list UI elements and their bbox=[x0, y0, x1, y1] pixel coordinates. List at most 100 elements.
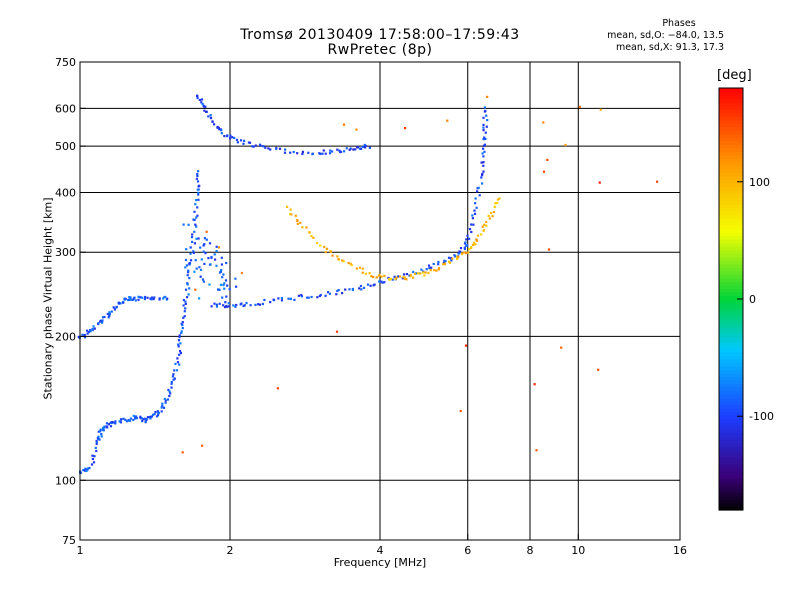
colorbar-band bbox=[719, 267, 743, 272]
data-point bbox=[485, 125, 488, 128]
data-point bbox=[470, 246, 473, 249]
data-point bbox=[481, 182, 484, 185]
colorbar-band bbox=[719, 457, 743, 462]
data-point bbox=[157, 414, 160, 417]
data-point bbox=[383, 274, 386, 277]
chart-subtitle: RwPretec (8p) bbox=[327, 42, 433, 58]
data-point bbox=[360, 288, 363, 291]
colorbar-band bbox=[719, 436, 743, 441]
data-point bbox=[362, 286, 366, 289]
data-point bbox=[97, 430, 100, 433]
data-point bbox=[169, 392, 172, 395]
colorbar-band bbox=[719, 316, 743, 321]
y-tick-label: 200 bbox=[55, 330, 76, 343]
data-point bbox=[184, 266, 187, 269]
data-point bbox=[180, 331, 183, 335]
data-point bbox=[129, 419, 132, 422]
colorbar-band bbox=[719, 218, 743, 223]
data-point bbox=[132, 418, 135, 421]
data-point bbox=[283, 151, 287, 154]
data-point bbox=[306, 296, 309, 299]
data-point bbox=[201, 278, 205, 281]
data-point bbox=[83, 333, 86, 337]
data-point bbox=[480, 176, 483, 179]
colorbar-band bbox=[719, 88, 743, 93]
data-point bbox=[311, 152, 314, 155]
data-point bbox=[117, 301, 120, 304]
data-point bbox=[163, 397, 166, 400]
data-point bbox=[207, 115, 210, 118]
data-point bbox=[391, 278, 394, 281]
data-point bbox=[179, 350, 182, 353]
data-point bbox=[483, 143, 486, 146]
data-point bbox=[361, 145, 364, 148]
data-point bbox=[447, 256, 451, 259]
data-point bbox=[196, 214, 199, 217]
data-point bbox=[482, 116, 485, 119]
data-point bbox=[196, 206, 199, 209]
colorbar-band bbox=[719, 274, 743, 279]
data-point bbox=[88, 466, 91, 470]
data-point bbox=[191, 240, 194, 243]
data-point bbox=[219, 270, 222, 273]
colorbar-band bbox=[719, 488, 743, 494]
data-point bbox=[160, 410, 163, 413]
data-point bbox=[290, 213, 293, 216]
data-point bbox=[187, 271, 190, 274]
data-point bbox=[173, 377, 176, 380]
data-point bbox=[132, 414, 135, 417]
data-point bbox=[239, 139, 243, 142]
colorbar-band bbox=[719, 288, 743, 293]
colorbar-band bbox=[719, 116, 743, 121]
data-point bbox=[98, 438, 101, 441]
data-point bbox=[95, 442, 98, 445]
data-point bbox=[166, 297, 169, 300]
data-point bbox=[427, 264, 431, 267]
data-point bbox=[299, 221, 302, 224]
data-point bbox=[184, 258, 188, 262]
data-point bbox=[354, 148, 357, 151]
data-point bbox=[542, 170, 546, 173]
data-point bbox=[458, 250, 461, 253]
data-point bbox=[200, 258, 203, 261]
data-point bbox=[202, 250, 205, 253]
data-point bbox=[187, 293, 190, 296]
data-point bbox=[143, 298, 146, 301]
data-point bbox=[542, 121, 545, 124]
colorbar-band bbox=[719, 123, 743, 128]
axes: 1 2 4 6 8 10 16 75 100 200 300 400 500 600 750 bbox=[55, 56, 687, 557]
data-point bbox=[243, 304, 246, 307]
data-point bbox=[327, 291, 330, 294]
data-point bbox=[194, 259, 197, 262]
data-point bbox=[341, 259, 344, 262]
data-point bbox=[345, 147, 348, 150]
colorbar-band bbox=[719, 109, 743, 114]
data-point bbox=[296, 152, 299, 155]
data-point bbox=[220, 256, 223, 259]
data-point bbox=[477, 186, 480, 189]
data-point bbox=[186, 282, 189, 285]
data-point bbox=[535, 449, 538, 452]
data-point bbox=[432, 262, 435, 266]
data-point bbox=[198, 297, 201, 300]
data-point bbox=[297, 294, 300, 297]
data-point bbox=[182, 223, 185, 226]
data-point bbox=[180, 330, 183, 333]
data-point bbox=[560, 346, 563, 349]
data-point bbox=[348, 148, 351, 151]
colorbar-band bbox=[719, 256, 743, 261]
data-point bbox=[463, 251, 466, 254]
data-point bbox=[269, 148, 272, 151]
data-point bbox=[310, 235, 313, 238]
colorbar-band bbox=[719, 302, 743, 307]
data-point bbox=[139, 416, 142, 419]
data-point bbox=[188, 262, 191, 265]
data-point bbox=[446, 119, 449, 122]
data-point bbox=[113, 308, 116, 311]
data-point bbox=[108, 312, 111, 315]
data-point bbox=[114, 420, 117, 423]
data-point bbox=[358, 287, 361, 290]
data-point bbox=[480, 233, 483, 236]
data-point bbox=[160, 406, 163, 409]
data-point bbox=[178, 334, 181, 337]
